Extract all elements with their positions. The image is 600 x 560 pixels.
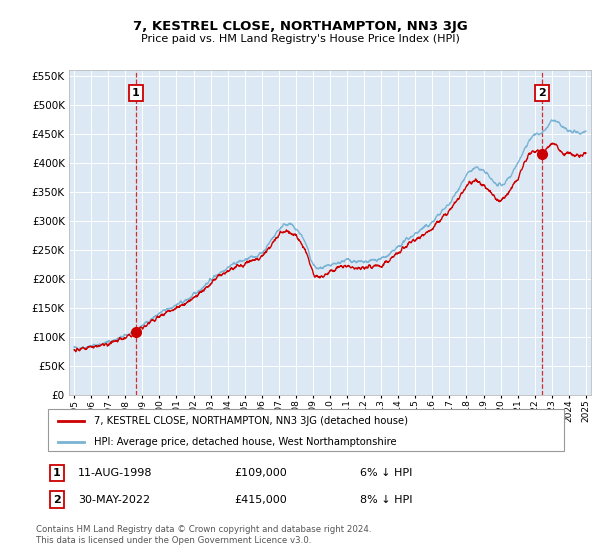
Text: 8% ↓ HPI: 8% ↓ HPI	[360, 494, 413, 505]
Text: 1: 1	[53, 468, 61, 478]
Text: 6% ↓ HPI: 6% ↓ HPI	[360, 468, 412, 478]
Text: 7, KESTREL CLOSE, NORTHAMPTON, NN3 3JG: 7, KESTREL CLOSE, NORTHAMPTON, NN3 3JG	[133, 20, 467, 32]
Text: 2: 2	[538, 88, 545, 98]
Text: 7, KESTREL CLOSE, NORTHAMPTON, NN3 3JG (detached house): 7, KESTREL CLOSE, NORTHAMPTON, NN3 3JG (…	[94, 416, 409, 426]
Text: 1: 1	[132, 88, 140, 98]
Text: 2: 2	[53, 494, 61, 505]
Text: 11-AUG-1998: 11-AUG-1998	[78, 468, 152, 478]
FancyBboxPatch shape	[48, 409, 564, 451]
Text: £415,000: £415,000	[234, 494, 287, 505]
Text: Price paid vs. HM Land Registry's House Price Index (HPI): Price paid vs. HM Land Registry's House …	[140, 34, 460, 44]
Text: Contains HM Land Registry data © Crown copyright and database right 2024.
This d: Contains HM Land Registry data © Crown c…	[36, 525, 371, 545]
Text: £109,000: £109,000	[234, 468, 287, 478]
Text: HPI: Average price, detached house, West Northamptonshire: HPI: Average price, detached house, West…	[94, 437, 397, 446]
Text: 30-MAY-2022: 30-MAY-2022	[78, 494, 150, 505]
